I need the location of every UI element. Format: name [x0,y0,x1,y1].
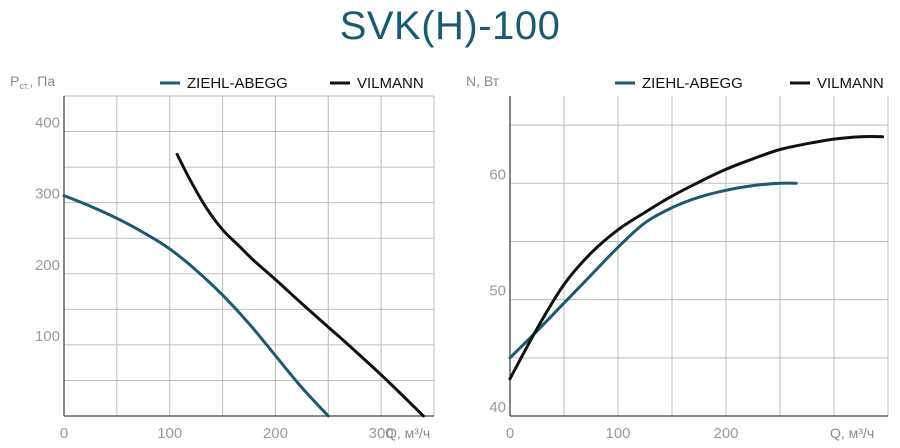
y-tick-label: 60 [489,166,506,183]
power-y-axis-label: N, Вт [466,73,500,89]
series-line-vilmann [175,152,425,418]
series-line-ziehl-abegg [62,194,330,418]
legend-label-vilmann: VILMANN [817,75,884,92]
power-x-axis-label: Q, м³/ч [830,425,874,441]
power-axes [509,96,888,417]
x-tick-label: 100 [157,425,182,442]
pressure-legend: ZIEHL-ABEGG VILMANN [160,75,424,92]
y-tick-label: 300 [35,186,60,203]
power-grid [510,96,889,416]
x-tick-label: 0 [506,425,514,442]
pressure-series [62,152,425,418]
x-tick-label: 300 [369,425,394,442]
pressure-x-axis-label: Q, м³/ч [386,425,430,441]
power-chart: 0 100 200 40 50 60 N, Вт Q, м³/ч ZIEHL-ABEGG … [466,73,889,442]
legend-label-vilmann: VILMANN [357,75,424,92]
x-tick-label: 200 [263,425,288,442]
y-tick-label: 200 [35,257,60,274]
y-tick-label: 40 [489,399,506,416]
legend-label-ziehl: ZIEHL-ABEGG [187,75,288,92]
pressure-grid [64,95,435,416]
x-tick-label: 0 [60,425,68,442]
y-tick-label: 400 [35,115,60,132]
legend-label-ziehl: ZIEHL-ABEGG [642,75,743,92]
power-tick-labels: 0 100 200 40 50 60 [489,166,738,442]
power-legend: ZIEHL-ABEGG VILMANN [615,75,884,92]
pressure-axes [63,96,434,417]
x-tick-label: 200 [713,425,738,442]
pressure-tick-labels: 0 100 200 300 100 200 300 400 [35,115,394,442]
series-line-ziehl-abegg [508,181,798,360]
pressure-y-axis-label: Pст., Па [10,73,55,91]
y-tick-label: 50 [489,283,506,300]
series-line-vilmann [508,135,885,381]
page-title: SVK(H)-100 [339,4,561,48]
x-tick-label: 100 [605,425,630,442]
y-tick-label: 100 [35,328,60,345]
power-series [508,135,885,381]
